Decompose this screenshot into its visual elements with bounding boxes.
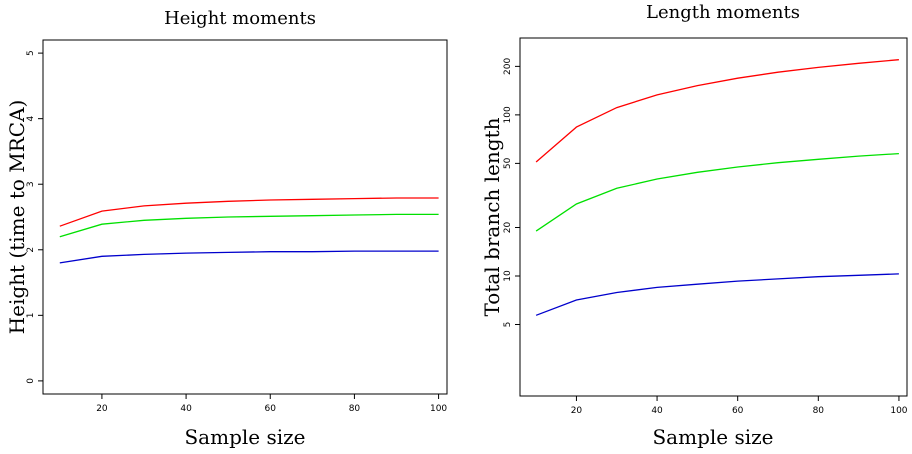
x-tick-label: 20 [571, 406, 583, 416]
x-axis-label: Sample size [184, 425, 305, 449]
x-tick-label: 40 [180, 404, 192, 414]
x-tick-label: 100 [430, 404, 447, 414]
series-line [535, 59, 899, 163]
x-tick-label: 20 [96, 404, 108, 414]
x-tick-label: 80 [813, 406, 825, 416]
series-line [59, 250, 439, 264]
series-group [535, 59, 899, 316]
y-axis: 5 10 20 50 100 200 [503, 58, 520, 328]
height-panel: Height moments Sample size Height (time … [5, 8, 448, 449]
x-axis: 20 40 60 80 100 [571, 396, 908, 416]
series-line [535, 152, 899, 232]
series-line [59, 213, 439, 238]
x-axis: 20 40 60 80 100 [96, 394, 447, 414]
x-axis-label: Sample size [652, 425, 773, 449]
y-tick-label: 2 [26, 247, 36, 253]
y-axis-label: Height (time to MRCA) [5, 100, 29, 335]
plot-frame [519, 37, 908, 397]
y-axis: 0 1 2 3 4 5 [26, 50, 43, 384]
series-line [59, 197, 439, 227]
series-line [535, 273, 899, 316]
x-tick-label: 40 [651, 406, 663, 416]
x-tick-label: 60 [732, 406, 744, 416]
chart-title: Length moments [646, 2, 800, 23]
y-tick-label: 4 [26, 116, 36, 122]
y-tick-label: 0 [26, 378, 36, 384]
y-axis-label: Total branch length [480, 117, 504, 316]
y-tick-label: 5 [503, 322, 513, 328]
y-tick-label: 1 [26, 312, 36, 318]
x-tick-label: 100 [890, 406, 907, 416]
x-tick-label: 80 [349, 404, 361, 414]
y-tick-label: 200 [503, 58, 513, 75]
plot-frame [42, 39, 448, 395]
y-tick-label: 5 [26, 50, 36, 56]
series-group [59, 197, 439, 264]
y-tick-label: 10 [503, 270, 513, 282]
y-tick-label: 100 [503, 106, 513, 123]
length-panel: Length moments Sample size Total branch … [480, 2, 908, 449]
x-tick-label: 60 [265, 404, 277, 414]
y-tick-label: 3 [26, 181, 36, 187]
y-tick-label: 50 [503, 157, 513, 169]
chart-title: Height moments [164, 8, 316, 29]
y-tick-label: 20 [503, 222, 513, 234]
